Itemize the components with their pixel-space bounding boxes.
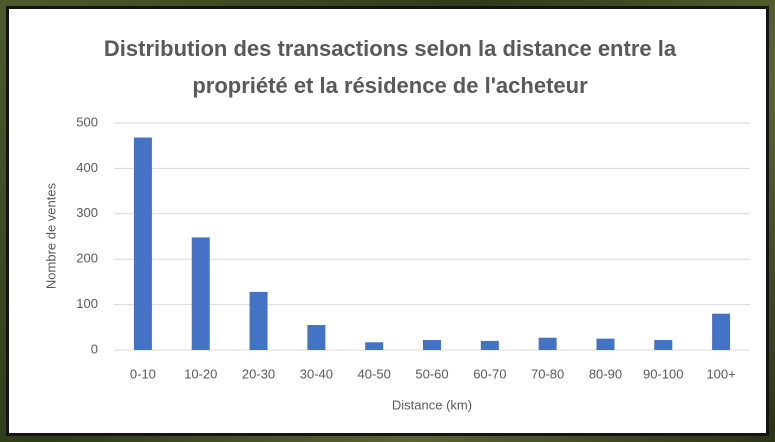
bar <box>481 341 499 350</box>
x-tick-label: 40-50 <box>358 366 391 381</box>
bar <box>423 340 441 350</box>
x-tick-label: 90-100 <box>643 366 683 381</box>
bar <box>250 292 268 350</box>
x-tick-label: 10-20 <box>184 366 217 381</box>
bar <box>365 342 383 350</box>
y-tick-label: 300 <box>76 205 98 220</box>
y-tick-label: 0 <box>91 341 98 356</box>
y-tick-label: 500 <box>76 114 98 129</box>
x-tick-label: 80-90 <box>589 366 622 381</box>
y-axis-label: Nombre de ventes <box>43 182 58 289</box>
x-tick-label: 20-30 <box>242 366 275 381</box>
bar <box>307 325 325 350</box>
y-tick-label: 100 <box>76 296 98 311</box>
bar <box>712 314 730 350</box>
bar <box>596 339 614 350</box>
x-tick-label: 100+ <box>706 366 735 381</box>
x-tick-label: 60-70 <box>473 366 506 381</box>
bar <box>134 138 152 350</box>
bar <box>654 340 672 350</box>
x-tick-label: 70-80 <box>531 366 564 381</box>
y-tick-label: 200 <box>76 251 98 266</box>
bar <box>192 237 210 350</box>
bar <box>539 338 557 350</box>
x-tick-label: 50-60 <box>415 366 448 381</box>
page: {"chart_data": {"type": "bar", "title": … <box>0 0 775 442</box>
chart-title: Distribution des transactions selon la d… <box>90 30 690 104</box>
x-tick-label: 0-10 <box>130 366 156 381</box>
x-tick-label: 30-40 <box>300 366 333 381</box>
y-tick-label: 400 <box>76 160 98 175</box>
x-axis-label: Distance (km) <box>392 397 472 412</box>
